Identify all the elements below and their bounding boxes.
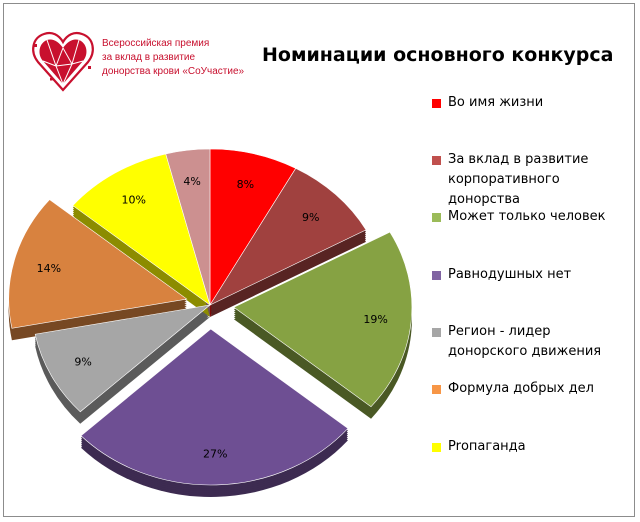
pie-slice bbox=[34, 304, 212, 413]
pie-data-label: 27% bbox=[203, 448, 227, 461]
logo-caption-line: донорства крови «СоУчастие» bbox=[102, 66, 245, 77]
legend-swatch bbox=[432, 271, 441, 280]
legend-label: Равнодушных нет bbox=[448, 267, 572, 282]
pie-data-label: 9% bbox=[74, 356, 91, 369]
logo-caption-line: Всероссийская премия bbox=[102, 38, 210, 49]
legend-label: За вклад в развитие корпоративного донор… bbox=[448, 152, 589, 207]
legend-label: Формула добрых дел bbox=[448, 381, 594, 396]
legend-item: Prопаганда bbox=[432, 437, 632, 457]
legend-swatch bbox=[432, 213, 441, 222]
heart-mosaic-logo bbox=[32, 31, 94, 92]
pie-data-label: 19% bbox=[363, 313, 387, 326]
pie-data-label: 8% bbox=[237, 178, 254, 191]
legend-label: Во имя жизни bbox=[448, 95, 544, 110]
pie-slice bbox=[8, 199, 188, 329]
legend-swatch bbox=[432, 385, 441, 394]
logo-caption-line: за вклад в развитие bbox=[102, 52, 196, 63]
pie-chart: 8% 9% 19% 27% 9% 14% 10% 4% bbox=[8, 148, 413, 497]
legend-label: Регион - лидер донорского движения bbox=[448, 324, 602, 359]
legend-item: За вклад в развитие корпоративного донор… bbox=[432, 150, 632, 210]
legend-swatch bbox=[432, 328, 441, 337]
legend-item: Формула добрых дел bbox=[432, 379, 632, 399]
legend-item: Регион - лидер донорского движения bbox=[432, 322, 632, 362]
pie-slice bbox=[209, 167, 367, 306]
chart-title: Номинации основного конкурса bbox=[262, 44, 614, 66]
legend-swatch bbox=[432, 443, 441, 452]
legend-label: Может только человек bbox=[448, 209, 606, 224]
legend-label: Prопаганда bbox=[448, 439, 526, 454]
pie-slice bbox=[80, 328, 349, 486]
logo-caption: Всероссийская премия за вклад в развитие… bbox=[102, 37, 245, 79]
legend-item: Во имя жизни bbox=[432, 93, 632, 113]
legend-item: Может только человек bbox=[432, 207, 632, 227]
legend-swatch bbox=[432, 99, 441, 108]
pie-slice bbox=[72, 153, 211, 306]
pie-slice bbox=[233, 231, 413, 408]
pie-data-label: 10% bbox=[121, 194, 145, 207]
pie-data-label: 4% bbox=[183, 175, 200, 188]
pie-data-label: 9% bbox=[302, 211, 319, 224]
pie-slice bbox=[209, 148, 297, 307]
legend-swatch bbox=[432, 156, 441, 165]
pie-slice bbox=[165, 148, 211, 306]
legend-item: Равнодушных нет bbox=[432, 265, 632, 285]
pie-data-label: 14% bbox=[37, 262, 61, 275]
